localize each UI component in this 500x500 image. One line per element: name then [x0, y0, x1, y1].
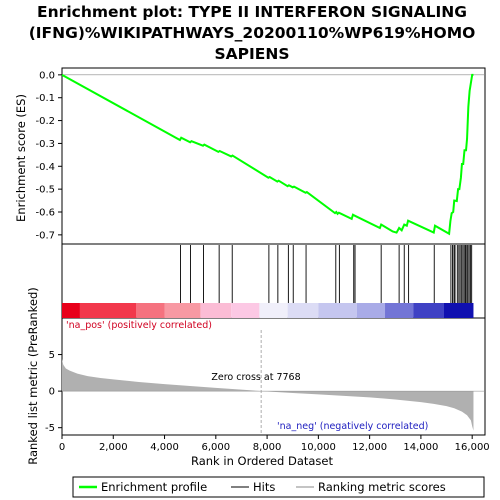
legend-ranking-label: Ranking metric scores: [318, 480, 446, 494]
rank-y-tick-label-2: -5: [45, 423, 55, 434]
legend-enrichment-label: Enrichment profile: [101, 480, 207, 494]
x-tick-label-7: 14,000: [403, 442, 438, 453]
es-curve: [61, 73, 474, 236]
heat-bar: [62, 303, 474, 318]
heat-segment-1: [79, 303, 137, 318]
heat-segment-10: [385, 303, 414, 318]
heat-segment-8: [318, 303, 357, 318]
es-y-tick-label-3: -0.3: [35, 139, 55, 150]
es-y-tick-label-2: -0.2: [35, 116, 55, 127]
es-panel-frame: [61, 67, 486, 245]
x-tick-label-4: 8,000: [253, 442, 282, 453]
es-y-tick-label-1: -0.1: [35, 93, 55, 104]
heat-segment-11: [413, 303, 444, 318]
heat-segment-6: [259, 303, 288, 318]
heat-segment-5: [231, 303, 260, 318]
ranking-y-axis-label: Ranked list metric (PreRanked): [26, 287, 40, 465]
heat-segment-3: [164, 303, 201, 318]
hit-lines: [179, 245, 473, 303]
ranking-panel-frame: [61, 317, 486, 436]
rank-y-tick-label-0: 5: [49, 350, 55, 361]
legend-hits-label: Hits: [253, 480, 275, 494]
x-axis-label: Rank in Ordered Dataset: [191, 454, 334, 468]
heat-segment-2: [136, 303, 165, 318]
ranking-metric-fill: [62, 358, 474, 431]
ranking-metric-area: [62, 330, 485, 435]
na-neg-label: 'na_neg' (negatively correlated): [277, 421, 428, 432]
x-tick-label-0: 0: [59, 442, 65, 453]
chart-title-line-3: SAPIENS: [214, 45, 289, 63]
zero-cross-label: Zero cross at 7768: [211, 372, 300, 383]
es-y-tick-label-7: -0.7: [35, 230, 55, 241]
heat-segment-9: [356, 303, 386, 318]
heat-segment-7: [287, 303, 319, 318]
enrichment-profile: [61, 73, 485, 236]
x-tick-label-2: 4,000: [150, 442, 179, 453]
es-y-tick-label-0: 0.0: [39, 70, 55, 81]
x-tick-label-1: 2,000: [99, 442, 128, 453]
es-y-axis-label: Enrichment score (ES): [14, 94, 28, 222]
es-y-tick-label-4: -0.4: [35, 162, 55, 173]
heat-segment-0: [62, 303, 80, 318]
es-y-tick-label-5: -0.5: [35, 185, 55, 196]
heat-segment-12: [443, 303, 474, 318]
heat-segment-4: [200, 303, 232, 318]
chart-title-line-2: (IFNG)%WIKIPATHWAYS_20200110%WP619%HOMO: [29, 24, 476, 42]
rank-y-tick-label-1: 0: [49, 387, 55, 398]
axes: 0.0 -0.1 -0.2 -0.3 -0.4 -0.5 -0.6 -0.7 5 0 -5 0 2,00…: [35, 70, 489, 453]
x-tick-label-6: 12,000: [352, 442, 387, 453]
chart-title-line-1: Enrichment plot: TYPE II INTERFERON SIGN…: [37, 3, 467, 21]
x-tick-label-3: 6,000: [201, 442, 230, 453]
na-pos-label: 'na_pos' (positively correlated): [66, 320, 212, 331]
legend-box: [72, 476, 485, 498]
es-y-tick-label-6: -0.6: [35, 208, 55, 219]
x-tick-label-5: 10,000: [301, 442, 336, 453]
x-tick-label-8: 16,000: [455, 442, 490, 453]
